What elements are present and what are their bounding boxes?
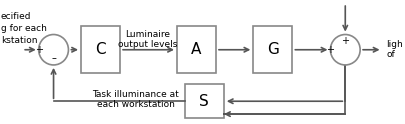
Text: A: A [191,42,202,57]
Text: S: S [199,94,209,109]
Bar [177,26,216,73]
Text: +: + [326,45,335,55]
Text: C: C [95,42,106,57]
Bar [81,26,120,73]
Text: Task illuminance at
each workstation: Task illuminance at each workstation [92,90,179,109]
Text: Luminaire
output levels: Luminaire output levels [118,30,177,49]
Ellipse shape [38,34,68,65]
Text: G: G [267,42,279,57]
Text: –: – [51,53,56,63]
Text: g for each: g for each [1,24,47,33]
Text: ecified: ecified [1,12,31,20]
Text: +: + [341,36,349,46]
Bar [253,26,292,73]
Ellipse shape [330,34,360,65]
Text: kstation: kstation [1,36,37,45]
Text: +: + [35,45,43,55]
Bar [185,84,224,118]
Text: ligh
of: ligh of [386,40,403,59]
